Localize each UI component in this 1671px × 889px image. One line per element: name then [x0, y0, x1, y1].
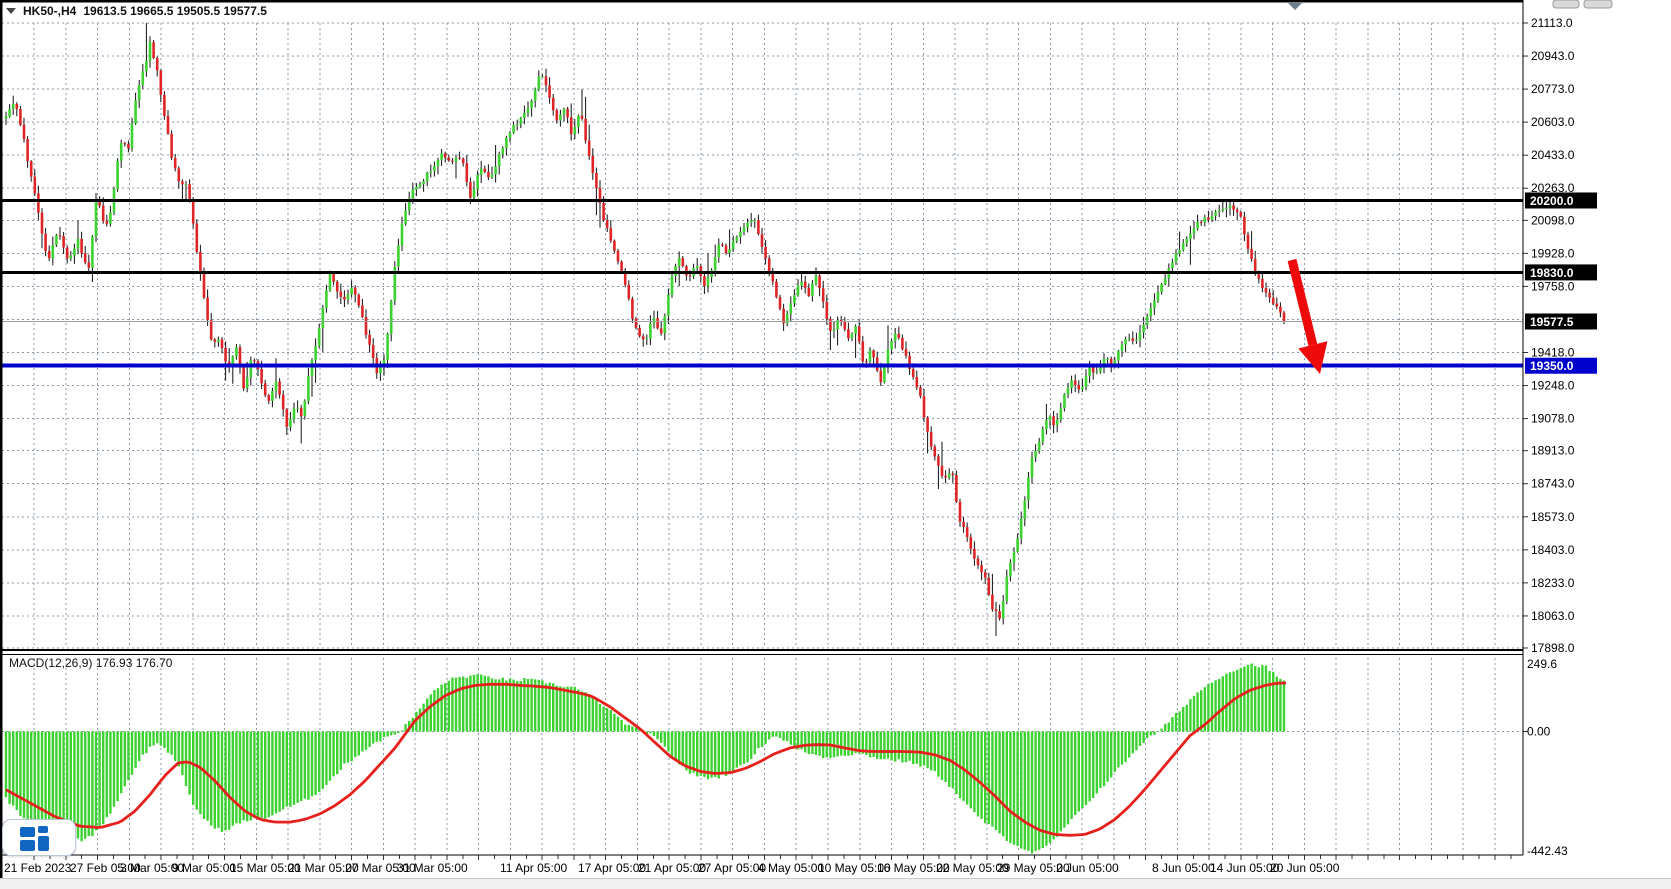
window-tab-decor-2 — [1583, 0, 1613, 9]
widgets-button[interactable] — [2, 819, 76, 856]
date-tick-label: 10 May 05:00 — [818, 861, 891, 875]
price-badge-label: 19577.5 — [1530, 315, 1574, 329]
date-tick-label: 20 Jun 05:00 — [1270, 861, 1340, 875]
price-tick-label: 18403.0 — [1531, 543, 1575, 557]
price-tick-label: 20603.0 — [1531, 115, 1575, 129]
date-tick-label: 27 Mar 05:00 — [345, 861, 416, 875]
date-tick-label: 14 Jun 05:00 — [1210, 861, 1280, 875]
date-tick-label: 11 Apr 05:00 — [500, 861, 567, 875]
grid-lines — [2, 22, 1523, 860]
date-tick-label: 16 May 05:00 — [877, 861, 950, 875]
price-tick-label: 19078.0 — [1531, 412, 1575, 426]
macd-tick-label: 249.6 — [1527, 657, 1557, 671]
price-badge-label: 19350.0 — [1530, 359, 1574, 373]
price-tick-label: 20098.0 — [1531, 213, 1575, 227]
date-tick-label: 3 Mar 05:00 — [120, 861, 184, 875]
macd-tick-label: -442.43 — [1527, 844, 1568, 858]
price-tick-label: 18743.0 — [1531, 477, 1575, 491]
price-badge-label: 20200.0 — [1530, 194, 1574, 208]
axes: 21113.0 20943.0 20773.0 20603.0 20433.0 20263… — [4, 16, 1597, 875]
price-tick-label: 17898.0 — [1531, 641, 1575, 655]
price-tick-label: 19928.0 — [1531, 246, 1575, 260]
price-tick-label: 20773.0 — [1531, 82, 1575, 96]
price-tick-label: 18233.0 — [1531, 576, 1575, 590]
price-badge-label: 19830.0 — [1530, 266, 1574, 280]
price-level-badge — [1525, 313, 1597, 330]
price-tick-label: 20943.0 — [1531, 49, 1575, 63]
ohlc-readout: 19613.5 19665.5 19505.5 19577.5 — [83, 4, 267, 18]
price-tick-label: 19418.0 — [1531, 346, 1575, 360]
date-tick-label: 8 Jun 05:00 — [1152, 861, 1215, 875]
date-tick-label: 17 Apr 05:00 — [578, 861, 646, 875]
date-tick-label: 29 May 05:00 — [997, 861, 1070, 875]
horizontal-level-lines — [2, 198, 1523, 368]
date-tick-label: 27 Apr 05:00 — [698, 861, 766, 875]
date-tick-label: 27 Feb 05:00 — [70, 861, 141, 875]
date-tick-label: 21 Apr 05:00 — [638, 861, 706, 875]
price-level-badge — [1525, 357, 1597, 374]
price-tick-label: 18063.0 — [1531, 609, 1575, 623]
macd-indicator-label: MACD(12,26,9) 176.93 176.70 — [9, 656, 173, 670]
price-tick-label: 18573.0 — [1531, 510, 1575, 524]
price-scale[interactable]: 21113.0 20943.0 20773.0 20603.0 20433.0 20263… — [1523, 16, 1597, 655]
chrome — [0, 0, 1613, 878]
candlestick-series — [4, 23, 1286, 636]
date-tick-label: 4 May 05:00 — [758, 861, 824, 875]
price-level-badge — [1525, 192, 1597, 209]
price-tick-label: 18913.0 — [1531, 444, 1575, 458]
price-tick-label: 19758.0 — [1531, 279, 1575, 293]
chart-title: HK50-,H4 19613.5 19665.5 19505.5 19577.5 — [6, 4, 267, 18]
date-tick-label: 15 Mar 05:00 — [230, 861, 301, 875]
date-tick-label: 31 Mar 05:00 — [397, 861, 468, 875]
trend-arrow-shaft — [1287, 258, 1318, 346]
macd-tick-label: 0.00 — [1527, 725, 1551, 739]
price-tick-label: 20433.0 — [1531, 148, 1575, 162]
symbol-timeframe-label: HK50-,H4 — [23, 4, 77, 18]
macd-scale[interactable]: 249.6 0.00 -442.43 — [1523, 657, 1568, 858]
date-tick-label: 21 Mar 05:00 — [288, 861, 359, 875]
macd-signal-line — [5, 681, 1287, 837]
date-tick-label: 21 Feb 2023 — [4, 861, 72, 875]
price-tick-label: 20263.0 — [1531, 181, 1575, 195]
price-level-badge — [1525, 264, 1597, 281]
price-tick-label: 19248.0 — [1531, 379, 1575, 393]
symbol-dropdown-icon[interactable] — [6, 8, 16, 14]
widgets-grid-icon — [20, 826, 49, 851]
chart-shift-marker[interactable] — [1288, 3, 1302, 10]
trend-arrow-head — [1298, 341, 1328, 374]
date-tick-label: 22 May 05:00 — [936, 861, 1009, 875]
date-tick-label: 9 Mar 05:00 — [172, 861, 236, 875]
price-tick-label: 21113.0 — [1531, 16, 1573, 30]
window-bottom-edge — [0, 878, 1671, 889]
date-tick-label: 2 Jun 05:00 — [1056, 861, 1119, 875]
macd-series — [4, 663, 1287, 854]
window-tab-decor-1 — [1552, 0, 1580, 9]
